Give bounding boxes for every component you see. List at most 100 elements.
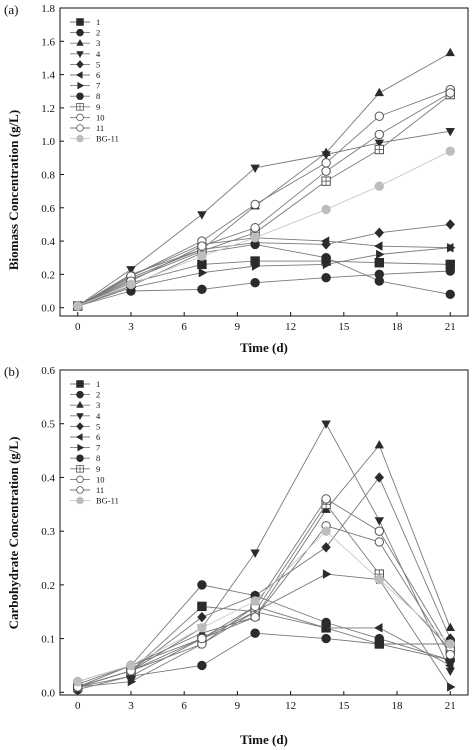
legend-label: 9 [96, 102, 100, 112]
x-tick-label: 0 [75, 700, 81, 712]
data-point [250, 278, 260, 288]
chart-panel-2: (b)0 3 6 9 12 15 18 210.00.10.20.30.40.50.6Time… [4, 364, 469, 747]
legend-label: 3 [96, 38, 100, 48]
data-point [197, 623, 207, 633]
legend-label: 2 [96, 390, 100, 400]
data-point [321, 633, 331, 644]
data-point [445, 633, 455, 644]
legend-marker [76, 60, 84, 69]
x-tick-label: 0 [75, 321, 81, 333]
data-point [374, 87, 385, 97]
legend-label: 8 [96, 453, 100, 463]
data-point [126, 266, 136, 275]
legend-marker [76, 413, 84, 420]
x-tick-label: 6 [181, 700, 187, 712]
legend-marker [76, 454, 84, 462]
data-point [251, 261, 261, 271]
legend-marker [76, 113, 84, 122]
data-point [374, 517, 385, 526]
data-point [197, 211, 207, 220]
x-axis-title: Time (d) [240, 732, 288, 747]
data-point [374, 181, 385, 191]
data-point [321, 542, 331, 553]
data-point [374, 633, 385, 644]
series-3 [73, 440, 455, 691]
data-point [376, 249, 385, 260]
y-tick-label: 0.3 [41, 526, 55, 538]
y-tick-label: 0.8 [41, 169, 55, 181]
data-point [250, 223, 260, 233]
legend-marker [76, 475, 84, 484]
data-point [374, 276, 385, 286]
legend-marker [76, 390, 84, 399]
data-point [321, 420, 331, 429]
x-tick-label: 3 [128, 321, 134, 333]
legend-label: 6 [96, 70, 100, 80]
legend-label: 7 [96, 443, 100, 453]
y-tick-label: 0.0 [41, 687, 55, 699]
legend-marker [76, 380, 84, 388]
data-point [126, 660, 136, 671]
data-point [374, 526, 385, 536]
data-point [445, 622, 455, 632]
data-point [445, 47, 455, 57]
legend-label: 2 [96, 28, 100, 38]
legend-marker [76, 134, 84, 143]
y-axis-title: Carbohydrate Concentration (g/L) [6, 437, 21, 630]
series-2 [73, 266, 455, 311]
y-tick-label: 1.8 [41, 3, 55, 15]
legend-label: 7 [96, 81, 100, 91]
data-point [374, 574, 385, 585]
data-point [445, 266, 455, 276]
y-tick-label: 0.6 [41, 365, 55, 377]
series-BG-11 [73, 146, 455, 311]
data-point [197, 611, 207, 623]
series-BG-11 [73, 526, 455, 687]
x-tick-label: 3 [128, 700, 134, 712]
data-point [322, 569, 332, 579]
y-tick-label: 0.1 [41, 634, 55, 646]
plot-frame [59, 7, 469, 317]
data-point [198, 268, 208, 278]
data-point [445, 128, 455, 137]
data-point [374, 139, 385, 149]
legend-label: 10 [96, 112, 105, 122]
data-point [321, 273, 331, 283]
y-tick-label: 0.5 [41, 419, 55, 431]
legend-label: 11 [96, 485, 104, 495]
legend-label: 3 [96, 400, 100, 410]
panel-label: (b) [4, 364, 19, 379]
data-point [73, 676, 83, 687]
data-point [447, 243, 456, 253]
data-point [197, 633, 207, 644]
data-point [321, 151, 331, 160]
data-point [374, 537, 385, 547]
x-tick-label: 21 [445, 700, 456, 712]
data-point [250, 612, 260, 622]
legend-marker [75, 433, 83, 441]
legend-label: 1 [96, 379, 100, 389]
legend-label: BG-11 [96, 496, 119, 506]
x-tick-label: 6 [181, 321, 187, 333]
legend-marker [76, 401, 84, 408]
data-point [73, 301, 83, 311]
legend-label: 1 [96, 17, 100, 27]
x-tick-label: 15 [338, 700, 350, 712]
data-point [447, 682, 456, 692]
legend-marker [76, 92, 84, 100]
data-point [445, 650, 455, 660]
data-point [320, 236, 330, 246]
legend-label: 11 [96, 123, 104, 133]
data-point [250, 233, 260, 243]
data-point [127, 676, 137, 687]
data-point [321, 204, 331, 215]
plot-frame [59, 369, 469, 696]
legend-marker [76, 124, 84, 132]
y-tick-label: 1.0 [41, 136, 55, 148]
legend-marker [76, 496, 84, 505]
legend-marker [75, 71, 83, 79]
data-point [197, 251, 207, 261]
